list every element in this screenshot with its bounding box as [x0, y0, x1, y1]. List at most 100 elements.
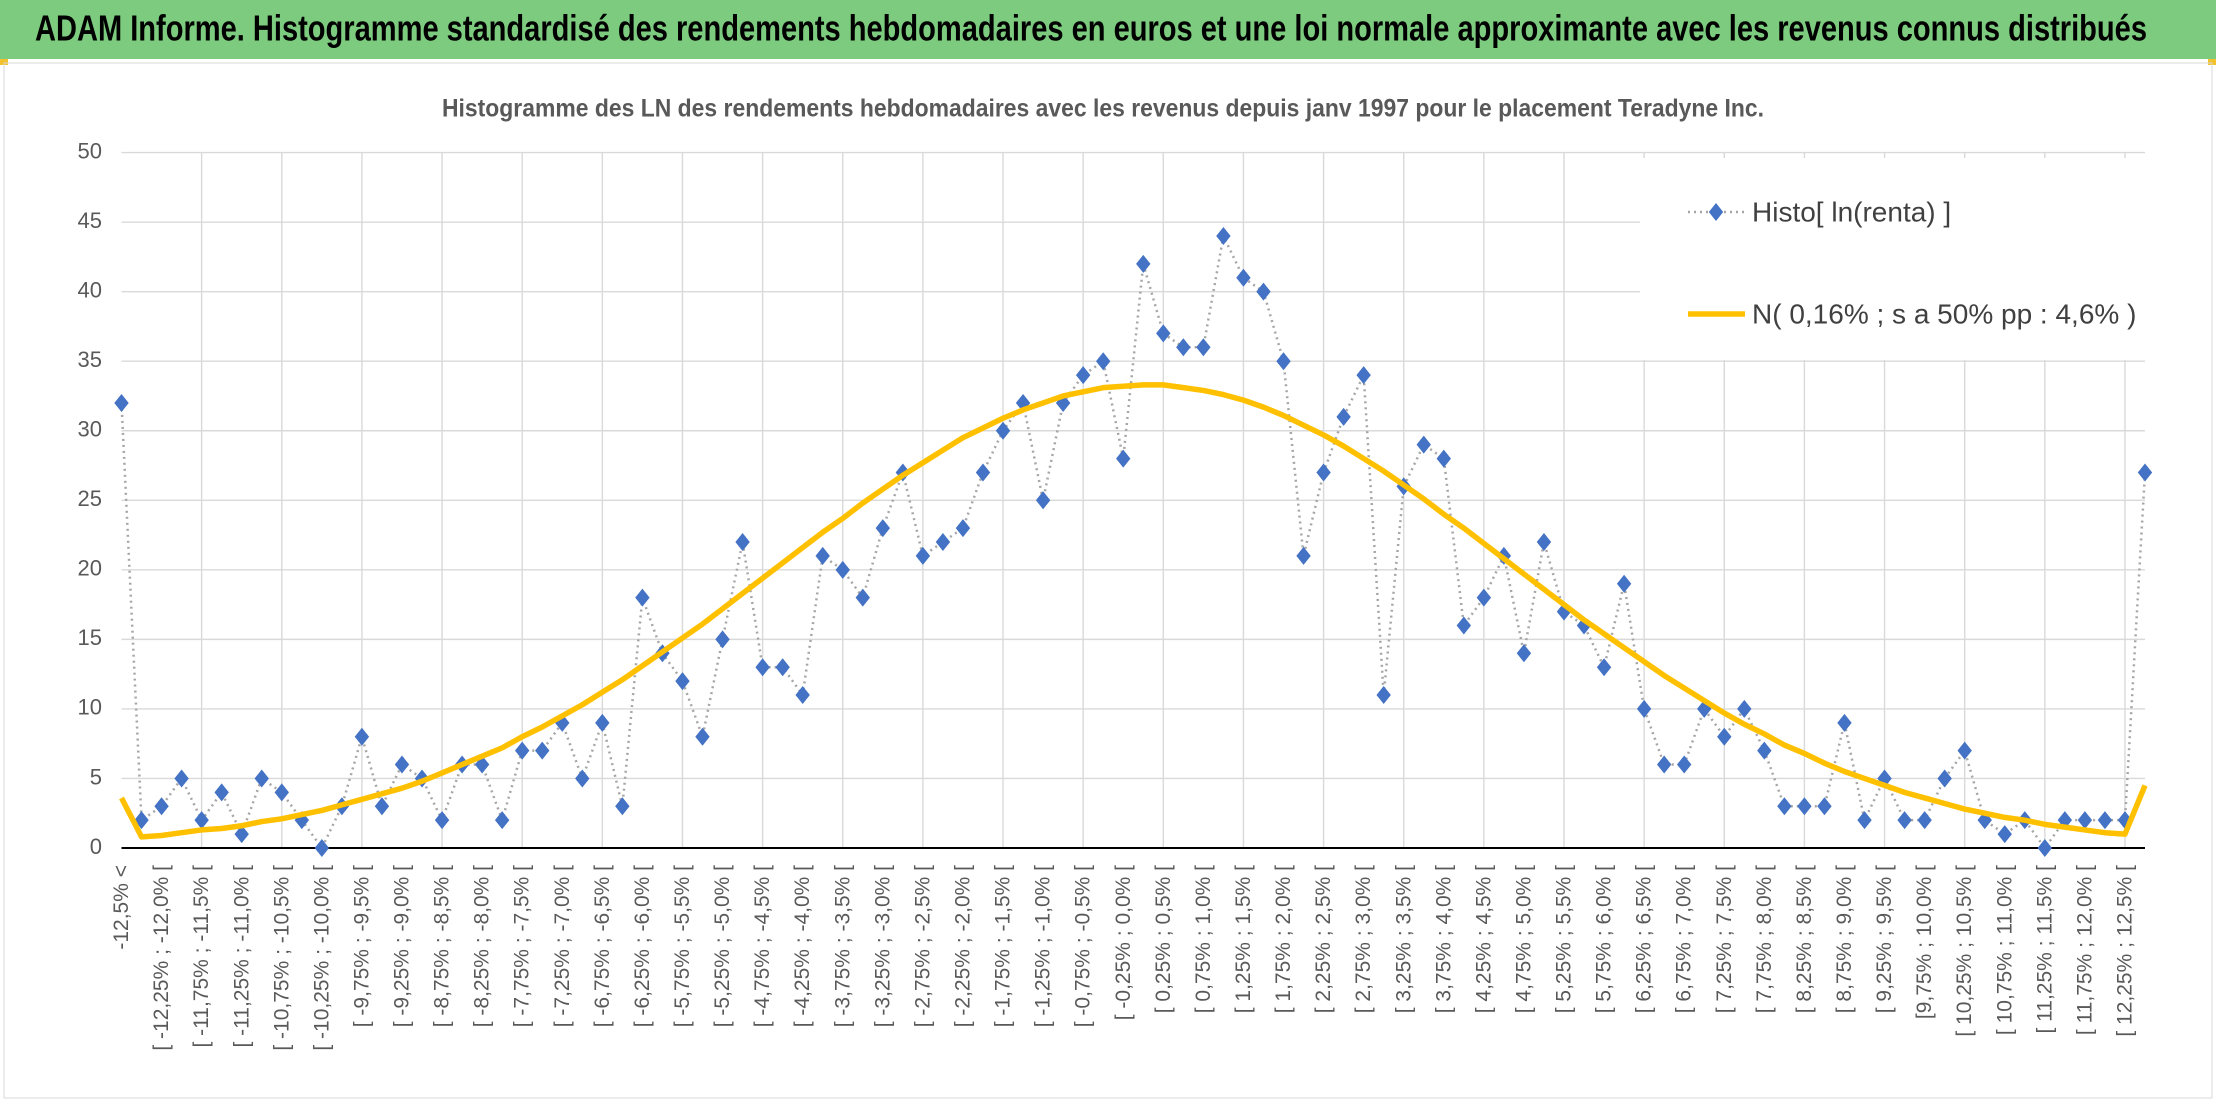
series-line [119, 382, 2148, 840]
y-tick-label: 25 [78, 486, 102, 511]
x-tick-label: [ -3,25% ; -3,0% [ [871, 865, 894, 1027]
x-tick-label: [ 12,25% ; 12,5% [ [2114, 865, 2137, 1037]
x-tick-label: [ -12,25% ; -12,0% [ [150, 865, 173, 1051]
x-tick-label: [ 6,75% ; 7,0% [ [1673, 865, 1696, 1013]
marker [1708, 203, 1724, 221]
x-tick-label: [ -10,75% ; -10,5% [ [270, 865, 293, 1051]
legend-box [1640, 158, 2155, 360]
corner [0, 59, 8, 65]
grid: 0 5 10 15 20 25 30 35 40 45 50 -12,5% < [ -12,25% ; … [78, 138, 2145, 1051]
x-tick-label: [ -1,25% ; -1,0% [ [1032, 865, 1055, 1027]
x-tick-label: [ -10,25% ; -10,0% [ [310, 865, 333, 1051]
x-tick-label: [ -2,75% ; -2,5% [ [911, 865, 934, 1027]
x-tick-label: [ 1,75% ; 2,0% [ [1272, 865, 1295, 1013]
marker [1596, 658, 1612, 677]
x-tick-label: [ 4,75% ; 5,0% [ [1512, 865, 1535, 1013]
x-tick-label: [ -4,25% ; -4,0% [ [791, 865, 814, 1027]
x-tick-label: [ 3,25% ; 3,5% [ [1392, 865, 1415, 1013]
x-tick-label: [ -5,25% ; -5,0% [ [711, 865, 734, 1027]
y-tick-label: 20 [78, 556, 102, 581]
plot [114, 227, 2153, 857]
marker [1556, 602, 1572, 621]
x-tick-label: [ 2,75% ; 3,0% [ [1352, 865, 1375, 1013]
marker [1095, 352, 1111, 371]
marker [1937, 769, 1952, 788]
chart-subtitle: Histogramme des LN des rendements hebdom… [442, 95, 1764, 123]
marker [1777, 797, 1792, 816]
x-tick-label: [ -3,75% ; -3,5% [ [831, 865, 854, 1027]
marker [675, 672, 690, 691]
marker [635, 588, 650, 607]
marker [795, 686, 810, 705]
marker [855, 588, 870, 607]
marker [1757, 741, 1772, 760]
marker [434, 811, 450, 830]
x-tick-label: [ -7,25% ; -7,0% [ [551, 865, 574, 1027]
marker [1236, 268, 1251, 287]
marker [1196, 338, 1211, 357]
x-tick-label: [ 0,25% ; 0,5% [ [1152, 865, 1175, 1013]
corner [2208, 59, 2216, 65]
marker [955, 519, 971, 538]
marker [875, 519, 891, 538]
marker [1877, 769, 1892, 788]
marker [2057, 811, 2073, 830]
marker [2037, 839, 2053, 857]
x-tick-label: [9,75% ; 10,0% [ [1913, 865, 1936, 1019]
marker [1476, 588, 1492, 607]
x-tick-label: [ 7,25% ; 7,5% [ [1713, 865, 1736, 1013]
x-tick-label: [ -7,75% ; -7,5% [ [511, 865, 534, 1027]
marker [1677, 755, 1692, 774]
marker [755, 658, 770, 677]
legend-label: N( 0,16% ; s a 50% pp : 4,6% ) [1752, 298, 2136, 329]
marker [314, 839, 330, 857]
marker [595, 713, 610, 732]
marker [1075, 366, 1091, 385]
x-tick-label: [ -5,75% ; -5,5% [ [671, 865, 694, 1027]
marker [1015, 393, 1031, 412]
marker [1717, 727, 1732, 746]
y-tick-label: 45 [78, 208, 102, 233]
marker [1376, 686, 1391, 705]
x-tick-label: [ 7,75% ; 8,0% [ [1753, 865, 1776, 1013]
x-tick-label: [ -0,75% ; -0,5% [ [1072, 865, 1095, 1027]
y-tick-label: 0 [90, 834, 102, 859]
marker [1737, 699, 1752, 718]
x-tick-label: [ 6,25% ; 6,5% [ [1633, 865, 1656, 1013]
x-tick-label: [ -1,75% ; -1,5% [ [992, 865, 1015, 1027]
marker [935, 533, 951, 552]
marker [114, 393, 129, 412]
marker [2077, 811, 2093, 830]
x-tick-label: [ 11,25% ; 11,5% [ [2033, 865, 2056, 1034]
x-tick-label: [ -9,25% ; -9,0% [ [391, 865, 414, 1027]
x-tick-label: [ 1,25% ; 1,5% [ [1232, 865, 1255, 1013]
x-tick-label: [ -11,25% ; -11,0% [ [230, 865, 253, 1048]
x-tick-label: [ -2,25% ; -2,0% [ [952, 865, 975, 1027]
x-tick-label: [ -6,75% ; -6,5% [ [591, 865, 614, 1027]
x-tick-label: [ 8,25% ; 8,5% [ [1793, 865, 1816, 1013]
marker [575, 769, 590, 788]
x-tick-label: [ 4,25% ; 4,5% [ [1472, 865, 1495, 1013]
x-tick-label: [ 0,75% ; 1,0% [ [1192, 865, 1215, 1013]
marker [1116, 449, 1131, 468]
marker [1957, 741, 1972, 760]
y-tick-label: 30 [78, 417, 102, 442]
x-tick-label: [ 5,75% ; 6,0% [ [1593, 865, 1616, 1013]
marker [615, 797, 630, 816]
x-tick-label: [ -8,25% ; -8,0% [ [471, 865, 494, 1027]
marker [1536, 533, 1552, 552]
marker [1336, 407, 1351, 426]
marker [1797, 797, 1812, 816]
marker [1136, 254, 1151, 273]
marker [1356, 366, 1371, 385]
marker [214, 783, 229, 802]
x-tick-label: [ -0,25% ; 0,0% [ [1112, 865, 1135, 1020]
marker [975, 463, 991, 482]
y-tick-label: 10 [78, 695, 102, 720]
marker [1997, 825, 2012, 844]
marker [1176, 338, 1191, 357]
marker [1256, 282, 1271, 301]
marker [535, 741, 550, 760]
y-tick-label: 5 [90, 764, 102, 789]
marker [374, 797, 390, 816]
